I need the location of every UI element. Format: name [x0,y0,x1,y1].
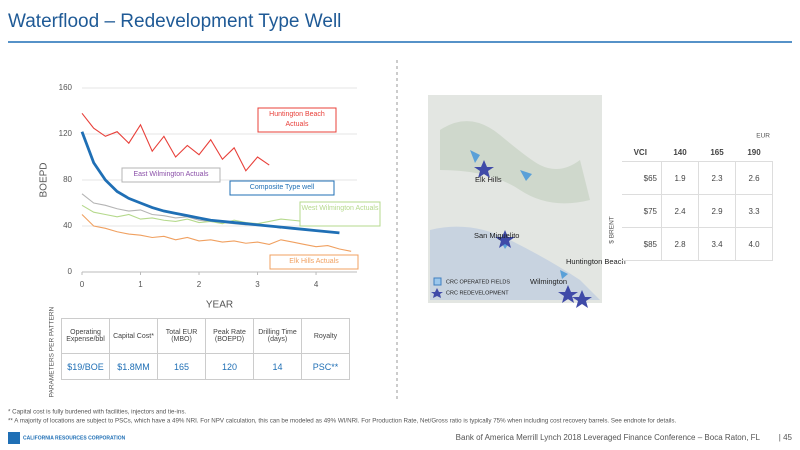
sens-col-header: 190 [735,143,773,162]
sens-cell: 4.0 [735,227,773,261]
sens-cell: 2.3 [698,161,736,195]
callout: East Wilmington Actuals [133,171,209,178]
param-column: Capital Cost* $1.8MM [109,318,158,380]
param-column: Drilling Time (days) 14 [253,318,302,380]
param-header: Drilling Time (days) [254,319,301,354]
param-value: 14 [272,361,283,372]
callout-text: East Wilmington Actuals [133,171,209,178]
parameters-table: Operating Expense/bbl $19/BOE Capital Cost… [61,318,350,380]
sens-row-label: $75 [622,194,662,228]
callout: Huntington Beach Actuals [269,111,325,128]
x-tick-label: 2 [197,280,202,289]
logo-text: CALIFORNIA RESOURCES CORPORATION [23,435,126,441]
sens-cell: 3.4 [698,227,736,261]
param-value: $1.8MM [117,361,150,372]
param-value: $19/BOE [67,361,104,372]
map-legend-text: CRC REDEVELOPMENT [446,290,509,296]
sens-cell: 2.9 [698,194,736,228]
param-header: Capital Cost* [110,319,157,354]
footnote: ** A majority of locations are subject t… [8,418,676,425]
sens-row: $75 2.4 2.9 3.3 [622,194,773,228]
sens-side-label: $ BRENT [609,216,616,243]
param-value: PSC** [312,361,339,372]
x-tick-label: 0 [80,280,85,289]
x-tick-label: 1 [138,280,143,289]
callout: Composite Type well [249,184,315,191]
param-column: Peak Rate (BOEPD) 120 [205,318,254,380]
x-tick-label: 3 [255,280,260,289]
x-axis-label: YEAR [206,300,233,311]
param-header: Peak Rate (BOEPD) [206,319,253,354]
sens-corner: VCI [622,143,662,162]
param-header: Total EUR (MBO) [158,319,205,354]
callout-text: Elk Hills Actuals [289,258,339,265]
sens-cell: 2.4 [661,194,699,228]
map-legend-text: CRC OPERATED FIELDS [446,279,510,285]
sens-header-row: VCI 140 165 190 [622,143,773,162]
map-terrain [440,121,590,204]
map-star [558,285,578,303]
series-line [80,131,340,235]
params-side-label: PARAMETERS PER PATTERN [49,306,56,397]
sens-cell: 3.3 [735,194,773,228]
map-legend-star [431,288,443,298]
map-label: Huntington Beach [566,257,626,266]
map-label: San Miguelito [474,231,519,240]
callout-text: West Wilmington Actuals [301,205,379,212]
y-tick-label: 0 [68,267,73,276]
callout-text: Composite Type well [249,184,315,191]
map-legend-swatch [433,277,442,286]
footer-text: Bank of America Merrill Lynch 2018 Lever… [456,433,761,442]
sens-row-label: $65 [622,161,662,195]
sens-cell: 2.8 [661,227,699,261]
footnote: * Capital cost is fully burdened with fa… [8,409,186,416]
param-column: Total EUR (MBO) 165 [157,318,206,380]
map-ocean [430,226,600,300]
sens-col-header: 165 [698,143,736,162]
map-star [572,290,592,308]
callout-box [269,254,359,270]
series-line [81,214,352,252]
map-star [495,230,515,248]
series-line [81,112,270,172]
sens-row: $85 2.8 3.4 4.0 [622,227,773,261]
param-column: Operating Expense/bbl $19/BOE [61,318,110,380]
slide-title: Waterflood – Redevelopment Type Well [8,11,341,32]
callout: West Wilmington Actuals [301,205,379,212]
sensitivity-table: VCI 140 165 190 $65 1.9 2.3 2.6 $75 2.4 2.9 3.3 $85 2… [622,143,773,261]
sens-row: $65 1.9 2.3 2.6 [622,161,773,195]
param-value: 120 [221,361,238,372]
y-tick-label: 120 [59,129,73,138]
y-tick-label: 40 [63,221,72,230]
param-header: Royalty [302,319,349,354]
map-star [474,160,494,178]
sens-row-label: $85 [622,227,662,261]
callout-text: Huntington Beach Actuals [269,111,325,128]
param-value: 165 [173,361,190,372]
map-label: Elk Hills [475,175,502,184]
param-header: Operating Expense/bbl [62,319,109,354]
param-column: Royalty PSC** [301,318,350,380]
sens-col-header: 140 [661,143,699,162]
callout-box [257,107,337,133]
sens-cell: 2.6 [735,161,773,195]
page-number: | 45 [779,433,793,442]
y-axis-label: BOEPD [39,162,50,197]
callout-box [299,201,381,227]
sens-cell: 1.9 [661,161,699,195]
x-tick-label: 4 [314,280,319,289]
callout-box [121,167,221,183]
logo-mark [8,432,20,444]
y-tick-label: 80 [63,175,72,184]
sens-top-label: EUR [756,133,770,140]
callout: Elk Hills Actuals [289,258,339,265]
callout-box [229,180,335,196]
y-tick-label: 160 [59,83,73,92]
map-label: Wilmington [530,277,567,286]
